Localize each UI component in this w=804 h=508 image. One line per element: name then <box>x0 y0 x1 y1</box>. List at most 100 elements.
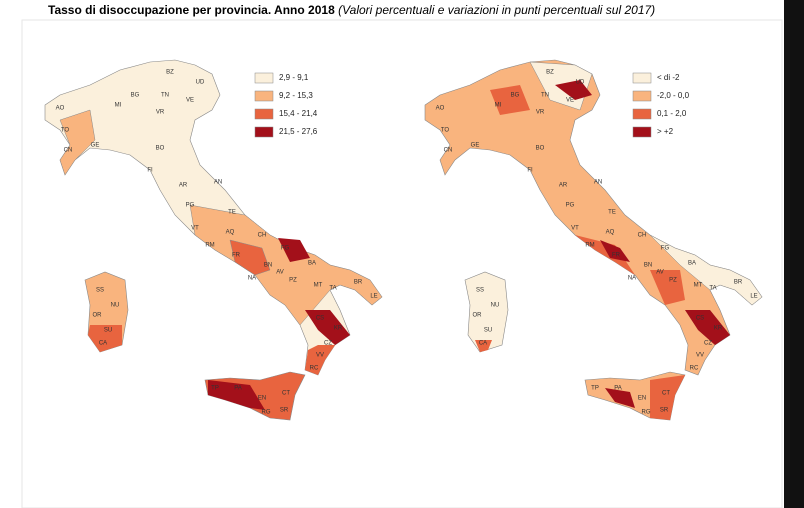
title-text: Tasso di disoccupazione per provincia. A… <box>48 3 335 17</box>
legend-label: 21,5 - 27,6 <box>279 127 318 136</box>
province-label: EN <box>638 396 646 402</box>
province-label: NA <box>248 276 256 282</box>
province-label: SU <box>484 328 492 334</box>
province-label: NA <box>628 276 636 282</box>
province-label: LE <box>370 294 377 300</box>
legend-swatch <box>254 108 274 120</box>
province-label: BO <box>536 146 545 152</box>
province-label: AN <box>214 180 222 186</box>
legend-label: 15,4 - 21,4 <box>279 109 318 118</box>
province-label: VE <box>186 98 194 104</box>
province-label: PZ <box>669 278 677 284</box>
province-label: TP <box>591 386 599 392</box>
province-label: VV <box>696 353 704 359</box>
province-label: TE <box>608 210 616 216</box>
province-label: SS <box>96 288 104 294</box>
province-label: AO <box>436 106 445 112</box>
province-label: TO <box>441 128 450 134</box>
province-label: CZ <box>324 341 332 347</box>
province-label: TA <box>329 286 336 292</box>
legend-swatch <box>254 72 274 84</box>
legend-swatch <box>632 126 652 138</box>
province-label: BA <box>308 261 316 267</box>
legend-label: 0,1 - 2,0 <box>657 109 687 118</box>
province-label: CN <box>444 148 453 154</box>
province-label: GE <box>471 143 480 149</box>
province-label: VV <box>316 353 324 359</box>
province-label: PG <box>566 203 575 209</box>
province-label: CS <box>696 316 704 322</box>
province-label: GE <box>91 143 100 149</box>
province-label: RG <box>262 410 271 416</box>
province-label: VT <box>571 226 579 232</box>
province-label: AV <box>276 270 284 276</box>
province-label: FR <box>612 253 621 259</box>
province-label: CZ <box>704 341 712 347</box>
province-label: PZ <box>289 278 297 284</box>
province-label: BR <box>734 280 743 286</box>
province-label: KR <box>334 326 343 332</box>
province-label: RG <box>642 410 651 416</box>
province-label: SR <box>660 408 669 414</box>
province-label: CT <box>662 391 670 397</box>
legend-swatch <box>254 126 274 138</box>
province-label: VE <box>566 98 574 104</box>
province-label: TA <box>709 286 716 292</box>
province-label: BO <box>156 146 165 152</box>
subtitle: (Valori percentuali e variazioni in punt… <box>338 3 655 17</box>
province-label: PG <box>186 203 195 209</box>
province-label: VR <box>156 110 165 116</box>
province-label: RC <box>310 366 319 372</box>
province-label: BA <box>688 261 696 267</box>
province-label: AR <box>179 183 188 189</box>
province-label: OR <box>473 313 483 319</box>
legend-swatch <box>632 72 652 84</box>
province-label: AR <box>559 183 568 189</box>
province-label: RM <box>585 243 594 249</box>
province-label: EN <box>258 396 266 402</box>
province-label: RC <box>690 366 699 372</box>
province-label: OR <box>93 313 103 319</box>
province-label: UD <box>196 80 205 86</box>
province-label: FI <box>527 168 533 174</box>
legend-swatch <box>632 108 652 120</box>
province-label: TN <box>541 93 549 99</box>
map-left: BZ TN AO TO CN MI BG VR VE UD GE BO FI AR PG AN TE VT RM AQ… <box>44 59 383 421</box>
province-label: BG <box>131 93 140 99</box>
province-label: PA <box>614 386 622 392</box>
province-label: TE <box>228 210 236 216</box>
province-label: AQ <box>226 230 235 236</box>
province-label: AQ <box>606 230 615 236</box>
province-label: CN <box>64 148 73 154</box>
province-label: MI <box>495 103 502 109</box>
province-label: CS <box>316 316 324 322</box>
province-label: CA <box>99 341 107 347</box>
province-label: BN <box>644 263 652 269</box>
legend-label: > +2 <box>657 127 674 136</box>
province-label: FG <box>281 246 290 252</box>
province-label: CH <box>638 233 647 239</box>
legend-label: 2,9 - 9,1 <box>279 73 309 82</box>
province-label: AO <box>56 106 65 112</box>
province-label: VT <box>191 226 199 232</box>
legend-label: 9,2 - 15,3 <box>279 91 313 100</box>
province-label: TP <box>211 386 219 392</box>
province-label: SR <box>280 408 289 414</box>
title: Tasso di disoccupazione per provincia. A… <box>48 3 655 17</box>
province-label: NU <box>111 303 120 309</box>
province-label: TO <box>61 128 70 134</box>
legend-label: < di -2 <box>657 73 680 82</box>
province-label: AV <box>656 270 664 276</box>
province-label: CT <box>282 391 290 397</box>
province-label: FI <box>147 168 153 174</box>
province-label: BZ <box>166 70 174 76</box>
province-label: SU <box>104 328 112 334</box>
province-label: KR <box>714 326 723 332</box>
province-label: RM <box>205 243 214 249</box>
province-label: CA <box>479 341 487 347</box>
province-label: BR <box>354 280 363 286</box>
legend-swatch <box>254 90 274 102</box>
province-label: BG <box>511 93 520 99</box>
province-label: AN <box>594 180 602 186</box>
